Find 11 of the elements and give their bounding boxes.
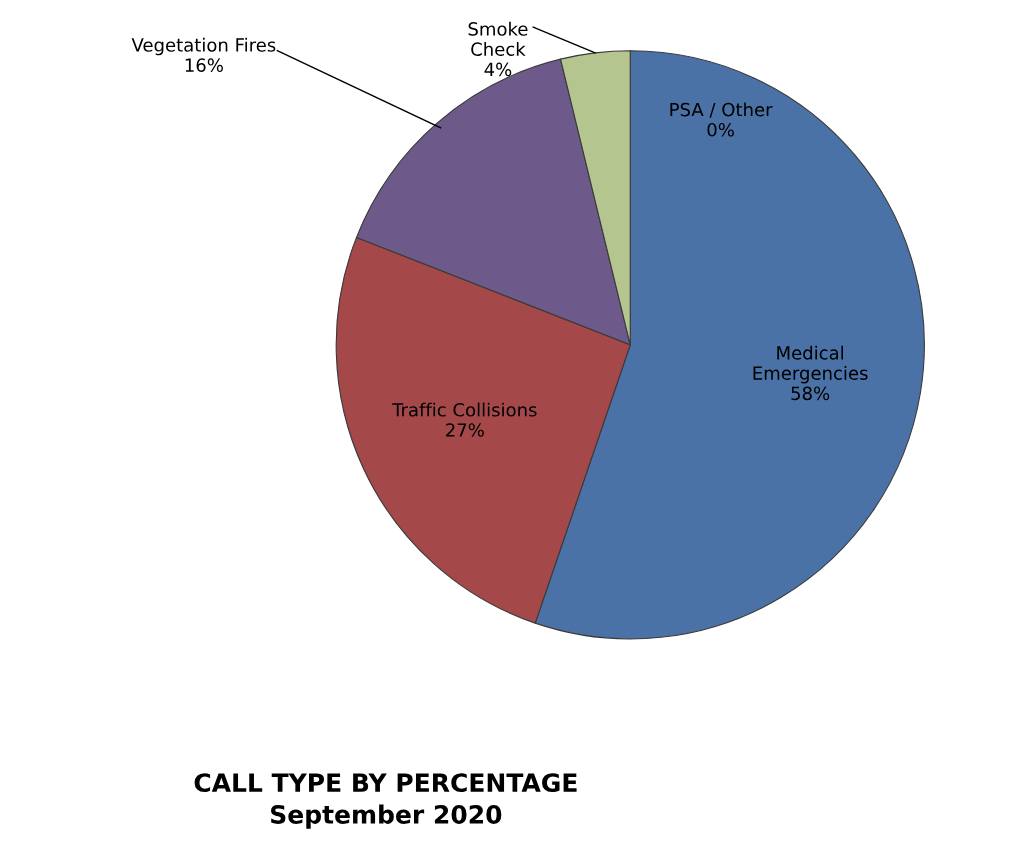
text: CALL TYPE BY PERCENTAGE September 2020 <box>194 773 577 829</box>
category-label: PSA / Other <box>670 102 773 118</box>
slice-label: Medical Emergencies <box>753 345 868 384</box>
slice-label: Traffic Collisions <box>392 402 537 417</box>
slice-label: Vegetation Fires <box>131 37 276 56</box>
data-label: 58% <box>791 386 830 401</box>
text: 0% <box>707 122 734 137</box>
data-label: 27% <box>446 423 484 437</box>
data-label: 16% <box>185 58 223 72</box>
data-label: 4% <box>484 62 512 77</box>
slice-label: Smoke Check <box>468 21 528 56</box>
